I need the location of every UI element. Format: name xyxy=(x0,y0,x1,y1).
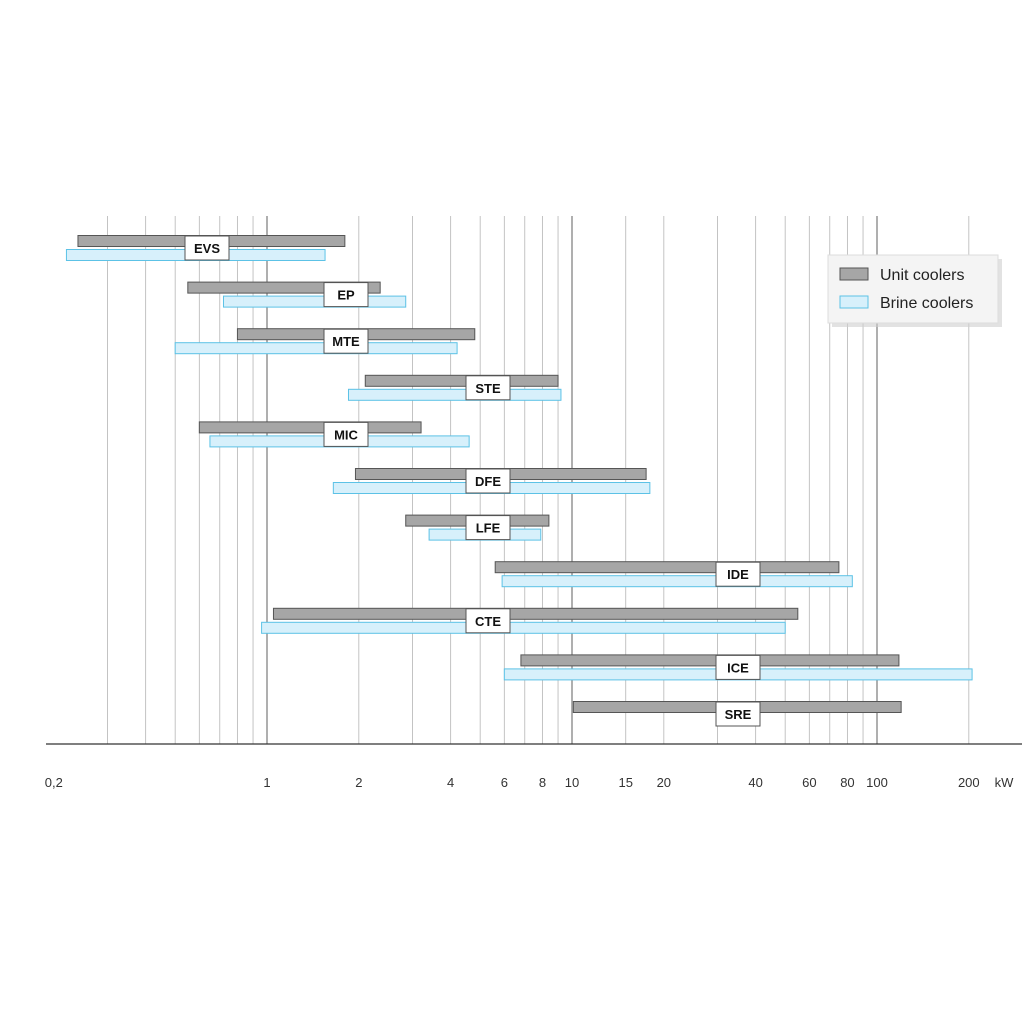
series-label: ICE xyxy=(727,660,749,675)
x-axis-ticks: 0,2 1 2 4 6 8 10 15 20 40 60 80 100 200 kW xyxy=(45,775,1014,790)
unit-cooler-bar xyxy=(187,281,381,294)
row-dfe: DFE xyxy=(332,468,651,494)
series-label-box xyxy=(465,515,511,541)
unit-cooler-bar xyxy=(272,607,799,620)
x-tick-label: 80 xyxy=(840,775,854,790)
row-mic: MIC xyxy=(198,421,470,448)
x-tick-label: 1 xyxy=(263,775,270,790)
legend-swatch-unit xyxy=(839,267,869,281)
row-ide: IDE xyxy=(494,561,853,588)
series-label-box xyxy=(465,608,511,634)
unit-cooler-bar xyxy=(364,374,559,387)
brine-cooler-bar xyxy=(222,295,407,308)
unit-cooler-bar xyxy=(198,421,422,434)
series-label-box xyxy=(184,235,230,261)
series-label-box xyxy=(323,421,369,447)
row-sre: SRE xyxy=(572,701,902,727)
unit-cooler-bar xyxy=(494,561,840,574)
series-label-box xyxy=(323,282,369,308)
series-label: EVS xyxy=(194,241,220,256)
x-tick-label: 6 xyxy=(501,775,508,790)
series-label: STE xyxy=(475,381,501,396)
x-tick-label: 0,2 xyxy=(45,775,63,790)
brine-cooler-bar xyxy=(174,342,458,355)
series-label-box xyxy=(465,468,511,494)
row-mte: MTE xyxy=(174,328,476,355)
brine-cooler-bar xyxy=(261,621,786,634)
x-tick-label: 100 xyxy=(866,775,888,790)
series-label: SRE xyxy=(725,707,752,722)
series-label-box xyxy=(323,328,369,354)
x-tick-label: 60 xyxy=(802,775,816,790)
row-ste: STE xyxy=(347,374,562,401)
row-cte: CTE xyxy=(261,607,799,634)
brine-cooler-bar xyxy=(501,575,853,588)
legend-label-brine: Brine coolers xyxy=(880,295,973,312)
row-ice: ICE xyxy=(503,654,973,681)
x-axis-unit: kW xyxy=(995,775,1015,790)
series-label: MTE xyxy=(332,334,360,349)
x-tick-label: 4 xyxy=(447,775,454,790)
series-label: CTE xyxy=(475,614,501,629)
x-tick-label: 10 xyxy=(565,775,579,790)
range-bars: EVS EP MTE STE MIC DFE LFE IDE CTE ICE SRE xyxy=(65,235,973,727)
brine-cooler-bar xyxy=(347,388,562,401)
series-label: DFE xyxy=(475,474,501,489)
series-label: LFE xyxy=(476,521,501,536)
x-tick-label: 20 xyxy=(657,775,671,790)
legend: Unit coolers Brine coolers xyxy=(827,254,1002,327)
x-tick-label: 8 xyxy=(539,775,546,790)
legend-label-unit: Unit coolers xyxy=(880,267,964,284)
legend-box xyxy=(827,254,999,324)
row-evs: EVS xyxy=(65,235,346,261)
row-lfe: LFE xyxy=(405,514,550,541)
row-ep: EP xyxy=(187,281,407,308)
series-label-box xyxy=(715,701,761,727)
x-tick-label: 40 xyxy=(748,775,762,790)
x-tick-label: 2 xyxy=(355,775,362,790)
series-label-box xyxy=(715,561,761,587)
series-label-box xyxy=(715,654,761,680)
series-label: EP xyxy=(337,288,355,303)
series-label-box xyxy=(465,375,511,401)
x-tick-label: 200 xyxy=(958,775,980,790)
x-tick-label: 15 xyxy=(618,775,632,790)
unit-cooler-bar xyxy=(520,654,900,667)
series-label: MIC xyxy=(334,427,358,442)
legend-swatch-brine xyxy=(839,295,869,309)
series-label: IDE xyxy=(727,567,749,582)
